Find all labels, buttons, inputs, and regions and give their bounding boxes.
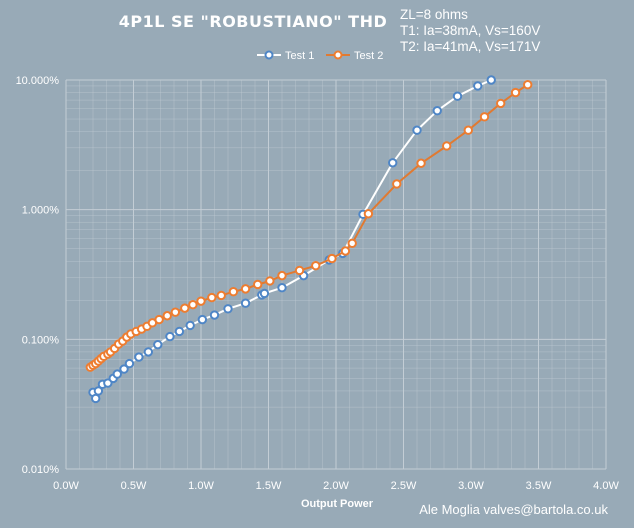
data-point-test-1 (277, 283, 287, 293)
data-point-test-2 (162, 311, 172, 321)
data-point-test-1 (197, 314, 208, 325)
series-test-2 (85, 79, 533, 372)
series-layer (85, 75, 533, 404)
chart-title: 4P1L SE "ROBUSTIANO" THD (119, 12, 387, 31)
data-point-test-2 (442, 141, 452, 151)
data-point-test-2 (363, 209, 374, 219)
x-tick-label: 1.5W (256, 480, 282, 492)
data-point-test-2 (207, 292, 217, 303)
data-point-test-1 (112, 369, 123, 379)
data-point-test-2 (265, 276, 275, 286)
y-tick-label: 10.000% (16, 75, 60, 87)
grid-lines (65, 79, 607, 470)
data-point-test-2 (347, 238, 357, 249)
y-tick-label: 0.100% (22, 334, 60, 346)
data-point-test-1 (153, 339, 163, 350)
data-point-test-1 (223, 304, 233, 314)
data-point-test-1 (473, 81, 483, 91)
data-point-test-1 (185, 320, 195, 331)
series-test-1 (88, 75, 496, 404)
data-point-test-2 (196, 296, 206, 306)
legend-item-test-2: Test 2 (326, 50, 383, 62)
data-point-test-1 (165, 331, 175, 342)
data-point-test-2 (311, 260, 321, 271)
data-point-test-2 (180, 303, 190, 313)
tick-labels: 0.0W 0.5W 1.0W 1.5W 2.0W 2.5W 3.0W 3.5W 4.0W 0.01… (16, 75, 620, 492)
data-point-test-2 (327, 253, 337, 264)
data-point-test-2 (479, 112, 490, 122)
data-point-test-1 (412, 125, 422, 135)
data-point-test-2 (510, 87, 521, 98)
legend: Test 1 Test 2 (257, 50, 383, 62)
y-tick-label: 0.010% (22, 464, 60, 476)
data-point-test-2 (154, 314, 164, 325)
data-point-test-2 (463, 125, 473, 135)
data-point-test-2 (240, 284, 251, 294)
data-point-test-1 (209, 310, 220, 320)
data-point-test-1 (143, 347, 154, 357)
data-point-test-1 (91, 393, 101, 404)
data-point-test-1 (388, 158, 398, 168)
x-tick-label: 1.0W (188, 480, 214, 492)
data-point-test-1 (134, 352, 144, 362)
data-point-test-2 (416, 158, 426, 168)
data-point-test-1 (432, 105, 442, 116)
legend-label-test-2: Test 2 (354, 50, 383, 62)
data-point-test-2 (392, 179, 402, 189)
legend-label-test-1: Test 1 (285, 50, 314, 62)
data-point-test-1 (93, 386, 104, 396)
data-point-test-2 (340, 246, 351, 256)
condition-line-3: T2: Ia=41mA, Vs=171V (400, 39, 540, 54)
data-point-test-1 (124, 358, 135, 369)
y-tick-label: 1.000% (22, 205, 60, 217)
data-point-test-1 (452, 91, 463, 101)
data-point-test-2 (253, 279, 263, 290)
data-point-test-2 (496, 98, 506, 109)
legend-marker-test-1 (264, 50, 274, 60)
x-tick-label: 2.5W (391, 480, 417, 492)
condition-line-1: ZL=8 ohms (400, 7, 468, 22)
legend-item-test-1: Test 1 (257, 50, 314, 62)
condition-line-2: T1: Ia=38mA, Vs=160V (400, 23, 540, 38)
data-point-test-1 (174, 326, 185, 337)
data-point-test-2 (277, 270, 287, 281)
data-point-test-2 (216, 290, 226, 301)
data-point-test-2 (188, 299, 198, 310)
x-axis-label: Output Power (301, 498, 374, 510)
x-tick-label: 4.0W (593, 480, 619, 492)
x-tick-label: 0.0W (53, 480, 79, 492)
data-point-test-2 (294, 265, 305, 276)
data-point-test-1 (259, 288, 270, 299)
x-tick-label: 3.5W (526, 480, 552, 492)
x-tick-label: 2.0W (323, 480, 349, 492)
legend-marker-test-2 (333, 50, 343, 60)
data-point-test-1 (240, 298, 251, 308)
data-point-test-2 (170, 307, 181, 317)
credit-text: Ale Moglia valves@bartola.co.uk (419, 502, 608, 517)
x-tick-label: 3.0W (458, 480, 484, 492)
x-tick-label: 0.5W (121, 480, 147, 492)
data-point-test-1 (486, 75, 496, 85)
data-point-test-2 (228, 286, 239, 297)
data-point-test-1 (119, 364, 129, 374)
data-point-test-2 (523, 79, 533, 90)
